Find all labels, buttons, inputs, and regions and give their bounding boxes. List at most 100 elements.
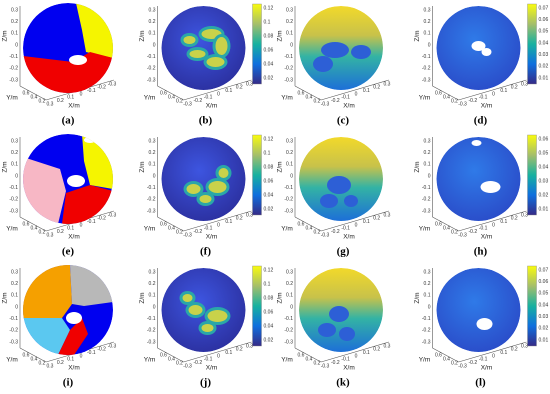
x-tick-label: 0: [217, 91, 220, 97]
x-tick-label: -0.1: [87, 219, 96, 225]
x-tick-label: 0.2: [57, 360, 64, 366]
sphere-patch: [84, 137, 96, 143]
x-tick-label: -0.2: [97, 347, 106, 353]
z-tick-label: 0.2: [149, 281, 156, 287]
sphere-region: [23, 52, 113, 93]
panel: Z/m0.30.20.10-0.1-0.2-0.3Y/m0.60.40.2X/m…: [414, 134, 549, 258]
x-tick-label: -0.2: [331, 360, 340, 366]
sphere-patch: [339, 327, 355, 341]
z-tick-label: -0.1: [147, 185, 156, 191]
axis-line: [320, 79, 390, 101]
sphere-patch: [208, 181, 227, 193]
z-tick-label: 0.3: [149, 269, 156, 275]
x-tick-label: 0.3: [246, 81, 253, 87]
y-tick-label: 0.6: [298, 352, 305, 358]
axis-line: [294, 216, 322, 232]
z-tick-label: -0.3: [9, 208, 18, 214]
y-tick-label: 0.6: [435, 221, 442, 227]
sphere-patch: [207, 310, 228, 322]
x-tick-label: 0.3: [47, 232, 54, 238]
y-axis-label: Y/m: [144, 95, 156, 102]
sphere-patch: [206, 57, 225, 67]
x-tick-label: 0.2: [236, 216, 243, 222]
y-tick-label: 0.4: [31, 225, 38, 231]
x-tick-label: 0: [217, 222, 220, 228]
x-tick-label: 0: [492, 222, 495, 228]
sphere-patch: [351, 45, 371, 59]
x-tick-label: 0.2: [511, 85, 518, 91]
colorbar-tick-label: 0.02: [539, 326, 549, 332]
z-axis-label: Z/m: [2, 30, 9, 41]
z-tick-label: -0.3: [284, 208, 293, 214]
z-tick-label: 0.2: [149, 19, 156, 25]
z-tick-label: 0.1: [149, 31, 156, 37]
y-tick-label: 0.4: [31, 94, 38, 100]
z-tick-label: -0.1: [284, 316, 293, 322]
colorbar-tick-label: 0.01: [539, 206, 549, 212]
x-axis-label: X/m: [206, 103, 218, 110]
z-axis-label: Z/m: [277, 30, 284, 41]
z-tick-label: 0: [15, 42, 18, 48]
z-tick-label: 0.1: [11, 293, 18, 299]
x-axis-label: X/m: [481, 234, 493, 241]
x-tick-label: -0.1: [341, 226, 350, 232]
y-tick-label: 0.2: [314, 98, 321, 104]
z-tick-label: 0.2: [424, 281, 431, 287]
y-tick-label: 0.4: [443, 356, 450, 362]
sphere-patch: [218, 168, 229, 178]
z-tick-label: 0.2: [424, 19, 431, 25]
axis-line: [19, 216, 47, 232]
x-axis-label: X/m: [68, 234, 80, 241]
axis-line: [294, 347, 322, 363]
y-axis-label: Y/m: [281, 226, 293, 233]
panel-label: (k): [336, 377, 350, 389]
z-tick-label: 0: [428, 304, 431, 310]
x-tick-label: 0.1: [225, 219, 232, 225]
axis-line: [19, 85, 47, 101]
y-axis-label: Y/m: [6, 357, 18, 364]
z-axis-label: Z/m: [414, 292, 421, 303]
sphere: [299, 268, 383, 352]
y-tick-label: 0.2: [314, 229, 321, 235]
x-axis-label: X/m: [206, 365, 218, 372]
panel: Z/m0.30.20.10-0.1-0.2-0.3Y/m0.60.40.2X/m…: [2, 3, 117, 127]
colorbar-tick-label: 0.12: [264, 5, 274, 11]
colorbar-tick-label: 0.07: [539, 267, 549, 273]
y-tick-label: 0.6: [298, 90, 305, 96]
x-tick-label: -0.3: [321, 232, 330, 238]
x-tick-label: 0.3: [384, 343, 391, 349]
axis-line: [458, 79, 527, 101]
y-tick-label: 0.4: [168, 94, 175, 100]
sphere-patch: [471, 140, 482, 146]
x-tick-label: -0.3: [321, 101, 330, 107]
x-axis-label: X/m: [343, 234, 355, 241]
panel-label: (j): [200, 377, 211, 389]
sphere-region: [23, 265, 72, 318]
sphere-patch: [67, 175, 85, 187]
sphere-patch: [480, 181, 501, 193]
colorbar-tick-label: 0.12: [264, 136, 274, 142]
sphere-patch: [199, 195, 212, 203]
axis-line: [432, 85, 459, 101]
sphere-region: [436, 268, 521, 352]
sphere-patch: [183, 36, 196, 44]
z-tick-label: 0.3: [11, 269, 18, 275]
colorbar-tick-label: 0.03: [539, 52, 549, 58]
y-tick-label: 0.6: [435, 90, 442, 96]
sphere: [23, 134, 113, 224]
z-axis-label: Z/m: [139, 161, 146, 172]
x-tick-label: 0.1: [500, 88, 507, 94]
x-tick-label: -0.1: [204, 95, 213, 101]
y-tick-label: 0.2: [176, 98, 183, 104]
x-tick-label: 0.1: [67, 226, 74, 232]
z-axis-label: Z/m: [139, 292, 146, 303]
y-tick-label: 0.4: [443, 225, 450, 231]
sphere: [23, 3, 113, 93]
panel: Z/m0.30.20.10-0.1-0.2-0.3Y/m0.60.40.2X/m…: [139, 134, 274, 258]
z-tick-label: 0.2: [286, 19, 293, 25]
z-tick-label: -0.3: [284, 77, 293, 83]
z-tick-label: 0.1: [424, 31, 431, 37]
z-tick-label: -0.2: [9, 328, 18, 334]
x-tick-label: 0.1: [225, 350, 232, 356]
x-tick-label: -0.1: [204, 357, 213, 363]
